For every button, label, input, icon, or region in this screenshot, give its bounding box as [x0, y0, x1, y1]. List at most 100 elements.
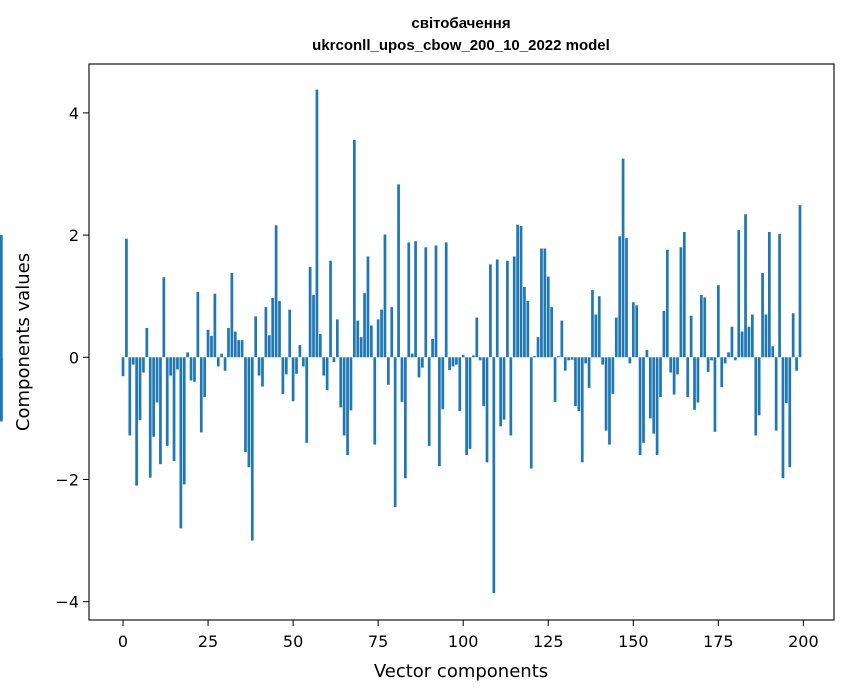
bar — [625, 238, 628, 358]
bar — [781, 357, 785, 479]
bar — [407, 242, 411, 358]
bar — [499, 357, 502, 427]
bar — [359, 337, 363, 358]
y-axis-ticks: −4 −2 0 2 4 — [55, 104, 89, 612]
bar — [427, 357, 431, 446]
bar — [492, 357, 496, 594]
bar — [570, 357, 574, 360]
bar — [699, 294, 703, 358]
bar — [553, 357, 557, 402]
bar — [580, 357, 584, 463]
bar — [0, 235, 3, 358]
bar — [645, 349, 649, 358]
bar — [659, 357, 662, 397]
bar — [791, 313, 795, 358]
bar — [665, 249, 669, 358]
bar — [329, 260, 332, 358]
bar — [533, 356, 536, 358]
bar — [400, 357, 404, 402]
bar — [342, 357, 346, 436]
bar — [335, 319, 339, 358]
bar — [376, 319, 380, 358]
bar — [546, 276, 550, 358]
bar — [281, 357, 285, 394]
bar — [489, 264, 492, 358]
bar — [237, 340, 241, 358]
bar — [557, 356, 560, 358]
bar — [291, 357, 295, 402]
x-axis-ticks: 0 25 50 75 100 125 150 175 200 — [118, 620, 819, 651]
bar — [424, 247, 428, 358]
bar — [349, 357, 353, 411]
bar — [574, 357, 577, 407]
bar — [621, 158, 625, 358]
bar — [710, 357, 713, 361]
bar — [308, 266, 312, 358]
bar — [672, 357, 676, 395]
bar — [618, 236, 622, 358]
bar — [628, 357, 632, 364]
bar — [642, 357, 645, 443]
x-tick-label: 75 — [368, 632, 388, 651]
bar — [288, 309, 292, 358]
bar — [233, 331, 237, 358]
bar — [614, 317, 618, 358]
bar — [247, 357, 251, 468]
bar — [526, 301, 530, 358]
bar — [301, 357, 305, 367]
x-tick-label: 50 — [283, 632, 303, 651]
bar — [295, 357, 298, 374]
bar — [264, 307, 268, 358]
bar — [383, 234, 387, 358]
bar — [244, 357, 247, 452]
bar — [693, 357, 696, 410]
bar — [662, 310, 666, 358]
bar-series — [0, 89, 802, 594]
bar — [478, 357, 482, 361]
y-tick-label: −2 — [55, 470, 79, 489]
bar — [778, 233, 781, 358]
bar — [182, 357, 186, 485]
bar — [410, 353, 414, 358]
bar — [512, 256, 516, 358]
bar — [482, 357, 485, 407]
bar — [298, 345, 302, 358]
bar — [723, 357, 727, 364]
bar — [716, 285, 720, 358]
bar — [635, 305, 639, 358]
bar — [131, 357, 135, 365]
bar — [591, 290, 594, 358]
y-tick-label: −4 — [55, 593, 79, 612]
bar — [730, 326, 734, 358]
bar — [751, 314, 754, 358]
bar — [502, 357, 506, 420]
bar — [189, 357, 193, 381]
bar — [458, 357, 462, 412]
bar — [587, 357, 591, 388]
bar — [737, 230, 741, 358]
bar — [366, 256, 370, 358]
bar — [397, 184, 400, 358]
bar — [604, 357, 608, 431]
x-tick-label: 100 — [448, 632, 479, 651]
bar — [509, 357, 513, 436]
x-tick-label: 200 — [788, 632, 819, 651]
bar — [485, 357, 489, 463]
bar — [390, 307, 394, 358]
bar — [305, 357, 309, 443]
y-tick-label: 0 — [69, 348, 79, 367]
bar — [475, 317, 479, 358]
bar — [686, 357, 690, 397]
bar — [747, 326, 751, 358]
bar — [128, 357, 132, 436]
bar — [795, 357, 798, 371]
bar — [145, 327, 149, 358]
bar — [227, 327, 230, 358]
bar — [257, 357, 261, 376]
bar — [543, 248, 547, 358]
bar — [176, 357, 179, 370]
bar — [679, 247, 683, 358]
bar — [764, 314, 768, 358]
bar — [706, 357, 710, 372]
bar — [322, 357, 326, 376]
